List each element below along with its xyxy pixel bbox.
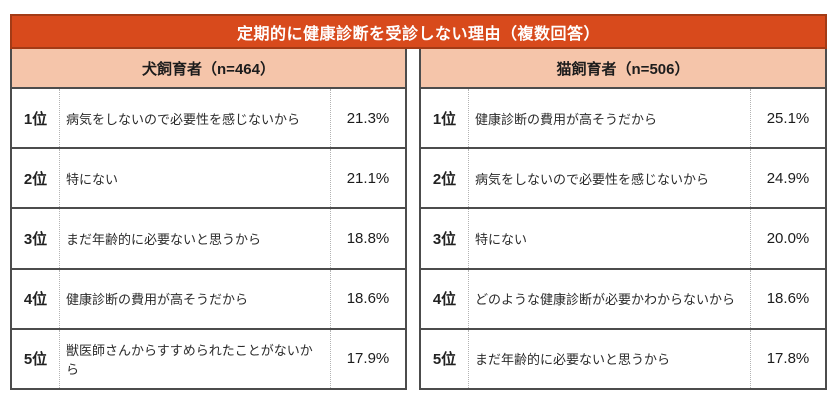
percent-cell: 17.8% — [766, 350, 810, 368]
rank-cell: 3位 — [421, 209, 469, 268]
table-row: 5位 獣医師さんからすすめられたことがないから 17.9% — [12, 327, 405, 389]
rank-cell: 5位 — [12, 329, 60, 389]
percent-cell: 20.0% — [766, 230, 810, 247]
percent-cell: 17.9% — [346, 350, 390, 368]
cat-owners-body: 1位 健康診断の費用が高そうだから 25.1% 2位 病気をしないので必要性を感… — [421, 89, 825, 389]
percent-cell: 21.3% — [346, 109, 390, 127]
percent-cell: 18.8% — [346, 230, 390, 247]
table-row: 3位 特にない 20.0% — [421, 207, 825, 268]
dog-owners-body: 1位 病気をしないので必要性を感じないから 21.3% 2位 特にない 21.1… — [12, 89, 405, 389]
dog-owners-header: 犬飼育者（n=464） — [12, 49, 405, 89]
table-row: 2位 特にない 21.1% — [12, 147, 405, 208]
reason-cell: 病気をしないので必要性を感じないから — [60, 89, 331, 148]
rank-cell: 4位 — [12, 269, 60, 328]
reason-cell: 特にない — [60, 149, 331, 208]
reason-cell: まだ年齢的に必要ないと思うから — [469, 329, 751, 389]
rank-cell: 1位 — [12, 89, 60, 148]
table-row: 5位 まだ年齢的に必要ないと思うから 17.8% — [421, 327, 825, 389]
reason-cell: 病気をしないので必要性を感じないから — [469, 149, 751, 208]
table-row: 4位 どのような健康診断が必要かわからないから 18.6% — [421, 267, 825, 328]
reason-cell: 獣医師さんからすすめられたことがないから — [60, 329, 331, 389]
panels-container: 犬飼育者（n=464） 1位 病気をしないので必要性を感じないから 21.3% … — [10, 49, 827, 390]
table-row: 1位 病気をしないので必要性を感じないから 21.3% — [12, 89, 405, 148]
rank-cell: 3位 — [12, 209, 60, 268]
rank-cell: 2位 — [421, 149, 469, 208]
table-row: 2位 病気をしないので必要性を感じないから 24.9% — [421, 147, 825, 208]
reason-cell: 健康診断の費用が高そうだから — [60, 269, 331, 328]
percent-cell: 18.6% — [766, 290, 810, 308]
reason-cell: 健康診断の費用が高そうだから — [469, 89, 751, 148]
table-row: 4位 健康診断の費用が高そうだから 18.6% — [12, 267, 405, 328]
rank-cell: 4位 — [421, 269, 469, 328]
rank-cell: 5位 — [421, 329, 469, 389]
survey-ranking-figure: 定期的に健康診断を受診しない理由（複数回答） 犬飼育者（n=464） 1位 病気… — [10, 14, 827, 390]
percent-cell: 21.1% — [346, 169, 390, 187]
rank-cell: 2位 — [12, 149, 60, 208]
reason-cell: 特にない — [469, 209, 751, 268]
dog-owners-panel: 犬飼育者（n=464） 1位 病気をしないので必要性を感じないから 21.3% … — [10, 49, 407, 390]
table-row: 3位 まだ年齢的に必要ないと思うから 18.8% — [12, 207, 405, 268]
table-row: 1位 健康診断の費用が高そうだから 25.1% — [421, 89, 825, 148]
reason-cell: まだ年齢的に必要ないと思うから — [60, 209, 331, 268]
percent-cell: 18.6% — [346, 290, 390, 308]
percent-cell: 24.9% — [766, 169, 810, 187]
figure-title: 定期的に健康診断を受診しない理由（複数回答） — [10, 14, 827, 49]
rank-cell: 1位 — [421, 89, 469, 148]
cat-owners-panel: 猫飼育者（n=506） 1位 健康診断の費用が高そうだから 25.1% 2位 病… — [419, 49, 827, 390]
cat-owners-header: 猫飼育者（n=506） — [421, 49, 825, 89]
percent-cell: 25.1% — [766, 109, 810, 127]
reason-cell: どのような健康診断が必要かわからないから — [469, 269, 751, 328]
